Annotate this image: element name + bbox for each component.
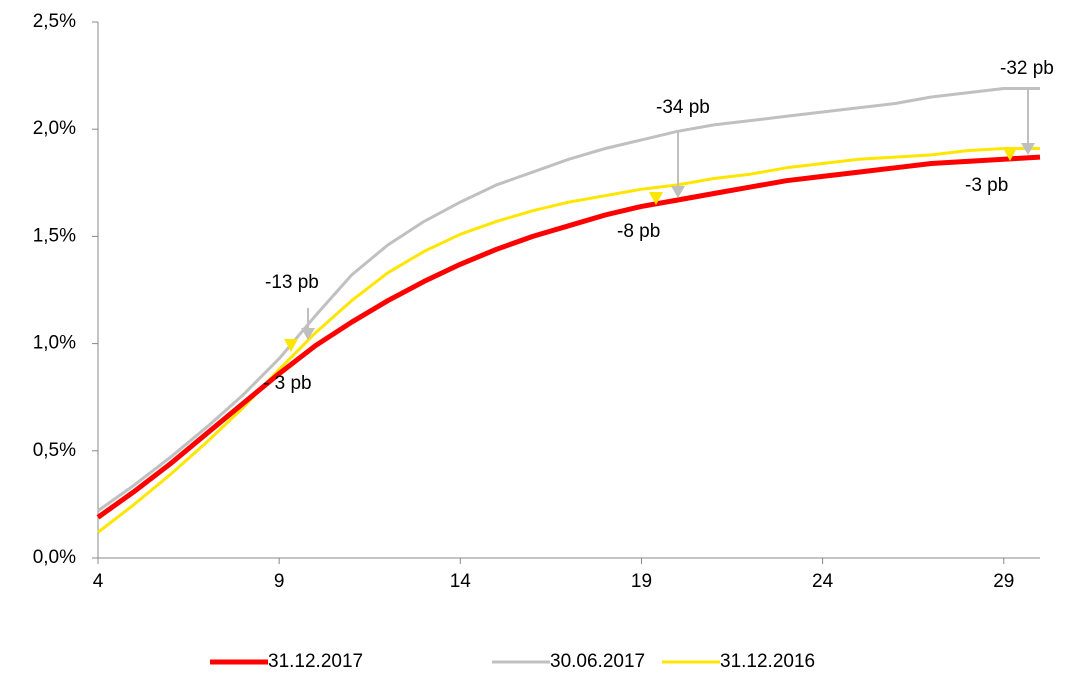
arrow-head: [671, 186, 685, 198]
legend-label: 31.12.2016: [720, 651, 815, 672]
annotation: -13 pb: [265, 272, 319, 293]
series-line: [97, 87, 1040, 513]
legend-label: 31.12.2017: [268, 651, 363, 672]
y-tick-label: 2,5%: [33, 11, 76, 32]
arrow-head: [1003, 148, 1017, 161]
annotation: -8 pb: [617, 221, 660, 242]
y-tick-label: 0,0%: [33, 547, 76, 568]
y-tick-label: 2,0%: [33, 118, 76, 139]
x-tick-label: 24: [812, 571, 834, 592]
series-line: [97, 147, 1040, 534]
x-tick-label: 29: [993, 571, 1014, 592]
annotation: -34 pb: [656, 97, 710, 118]
x-tick-label: 14: [450, 571, 472, 592]
annotation: -32 pb: [1000, 58, 1054, 79]
arrow-head: [649, 192, 663, 205]
annotation: - 3 pb: [263, 373, 312, 394]
x-tick-label: 19: [631, 571, 652, 592]
y-tick-label: 0,5%: [33, 440, 76, 461]
arrow-head: [284, 339, 298, 352]
y-tick-label: 1,0%: [33, 333, 76, 354]
arrow-head: [301, 328, 315, 340]
x-tick-label: 9: [274, 571, 285, 592]
arrow-head: [1021, 143, 1035, 155]
annotation: -3 pb: [965, 175, 1008, 196]
y-tick-label: 1,5%: [33, 225, 76, 246]
legend-label: 30.06.2017: [550, 651, 645, 672]
series-line: [96, 154, 1041, 520]
x-tick-label: 4: [93, 571, 104, 592]
